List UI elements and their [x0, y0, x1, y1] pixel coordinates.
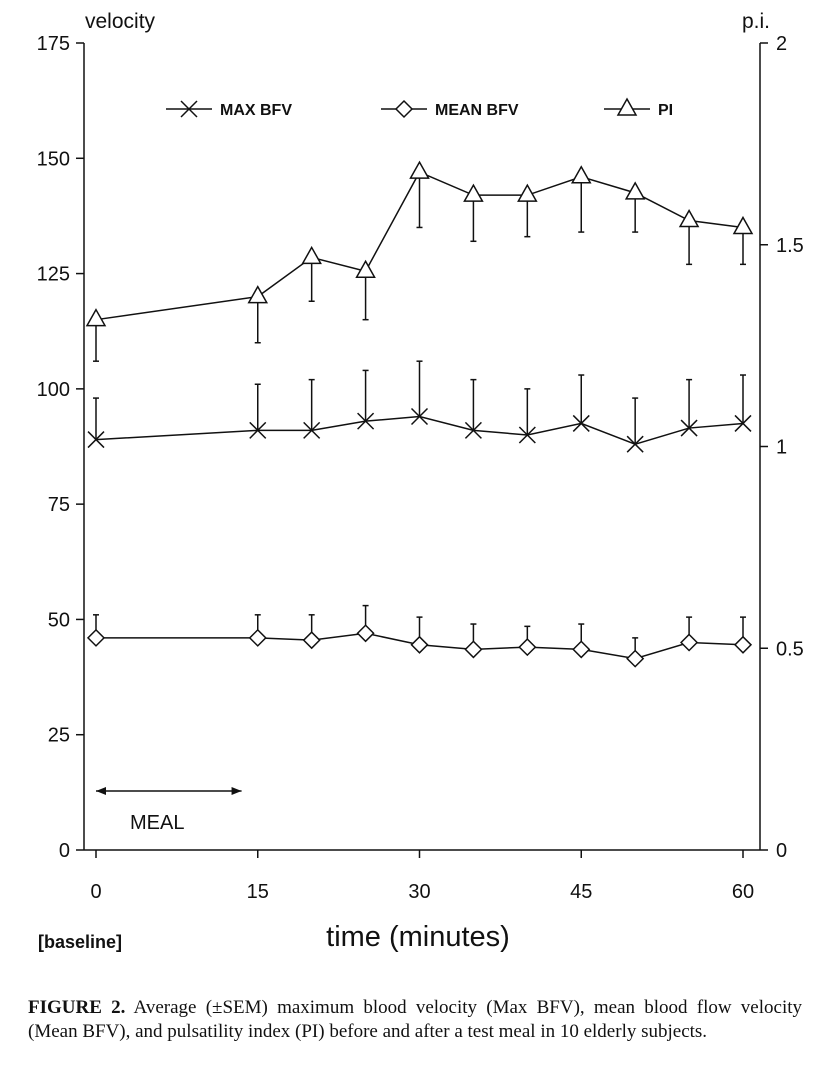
data-point-max-bfv-stroke — [626, 435, 644, 453]
x-tick-label: 15 — [247, 881, 269, 903]
data-point-max-bfv — [626, 435, 644, 453]
data-point-max-bfv-stroke — [680, 419, 698, 437]
data-point-pi — [517, 183, 538, 202]
data-point-pi — [624, 181, 646, 200]
legend-marker-pi — [616, 97, 638, 116]
data-point-max-bfv-stroke — [734, 414, 752, 432]
data-point-mean-bfv — [248, 628, 267, 647]
data-point-mean-bfv — [680, 633, 699, 652]
series-pi — [85, 160, 754, 362]
y-axis-left-title: velocity — [85, 10, 156, 33]
legend-marker-mean-bfv — [394, 99, 414, 119]
data-point-pi — [678, 209, 700, 228]
data-point-pi — [732, 215, 754, 235]
data-point-pi — [355, 259, 376, 279]
y-right-tick-label: 1.5 — [776, 235, 804, 257]
y-axis-right-title: p.i. — [742, 10, 770, 33]
meal-label: MEAL — [130, 812, 184, 834]
series-mean-bfv — [86, 604, 753, 668]
data-point-mean-bfv — [626, 649, 645, 668]
data-point-max-bfv — [518, 426, 536, 444]
y-left-tick-label: 125 — [37, 264, 70, 286]
data-point-pi — [247, 285, 269, 304]
data-point-mean-bfv — [464, 640, 483, 659]
data-point-mean-bfv — [572, 640, 591, 659]
data-point-max-bfv — [249, 421, 267, 439]
y-right-tick-label: 0 — [776, 840, 787, 862]
data-point-mean-bfv — [518, 638, 537, 657]
y-left-tick-label: 175 — [37, 33, 70, 55]
data-point-pi — [301, 245, 322, 265]
y-left-tick-label: 75 — [48, 494, 70, 516]
legend-item-max-bfv: MAX BFV — [166, 100, 292, 119]
data-point-pi — [463, 183, 484, 202]
data-point-max-bfv-stroke — [303, 421, 321, 439]
x-tick-label: 45 — [570, 881, 592, 903]
x-tick-label: 60 — [732, 881, 754, 903]
x-axis-title: time (minutes) — [326, 921, 510, 953]
data-point-mean-bfv — [86, 628, 106, 647]
data-point-pi — [409, 160, 430, 179]
figure-caption: FIGURE 2. Average (±SEM) maximum blood v… — [28, 996, 802, 1044]
legend-marker-max-bfv — [180, 100, 198, 118]
x-axis-baseline-label: [baseline] — [38, 932, 122, 952]
x-tick-label: 0 — [90, 881, 101, 903]
data-point-max-bfv — [464, 421, 482, 439]
data-point-max-bfv — [410, 407, 429, 426]
data-point-pi — [570, 165, 592, 184]
data-point-max-bfv — [357, 412, 375, 430]
caption-text: Average (±SEM) maximum blood velocity (M… — [28, 997, 802, 1042]
data-point-max-bfv-stroke — [249, 421, 267, 439]
y-right-tick-label: 0.5 — [776, 638, 804, 660]
data-point-max-bfv — [303, 421, 321, 439]
y-right-tick-label: 2 — [776, 33, 787, 55]
legend-label-max-bfv: MAX BFV — [220, 102, 292, 119]
y-left-tick-label: 50 — [48, 609, 70, 631]
y-left-tick-label: 100 — [37, 379, 70, 401]
meal-annotation: MEAL — [96, 787, 242, 834]
series-max-bfv — [87, 360, 752, 453]
data-point-mean-bfv — [410, 635, 429, 654]
plot-area: MEAL — [85, 160, 754, 834]
data-point-max-bfv-stroke — [572, 414, 590, 432]
data-point-mean-bfv — [302, 631, 321, 650]
y-left-tick-label: 25 — [48, 725, 70, 747]
data-point-max-bfv — [734, 414, 752, 432]
legend-marker-max-bfv-stroke — [180, 100, 198, 118]
caption-label: FIGURE 2. — [28, 997, 126, 1018]
data-point-mean-bfv — [733, 635, 753, 654]
data-point-pi — [85, 308, 107, 327]
data-point-max-bfv — [680, 419, 698, 437]
chart: 0 25 50 75 100 125 150 175 0 0.5 1 1.5 2 0 15 30 45 60 MA… — [37, 10, 804, 953]
data-point-max-bfv-stroke — [518, 426, 536, 444]
y-left-tick-label: 0 — [59, 840, 70, 862]
legend-item-mean-bfv: MEAN BFV — [381, 99, 519, 119]
data-point-max-bfv-stroke — [410, 407, 429, 426]
meal-arrow-head-right — [231, 787, 242, 795]
meal-arrow-head-left — [96, 787, 106, 795]
data-point-mean-bfv — [356, 624, 375, 643]
data-point-max-bfv-stroke — [357, 412, 375, 430]
legend-label-mean-bfv: MEAN BFV — [435, 102, 519, 119]
series-line-max-bfv — [95, 415, 744, 445]
data-point-max-bfv-stroke — [87, 431, 105, 449]
y-right-tick-label: 1 — [776, 437, 787, 459]
x-tick-label: 30 — [408, 881, 430, 903]
data-point-max-bfv — [572, 414, 590, 432]
data-point-max-bfv — [87, 431, 105, 449]
data-point-max-bfv-stroke — [464, 421, 482, 439]
axes: 0 25 50 75 100 125 150 175 0 0.5 1 1.5 2 0 15 30 45 60 — [37, 33, 804, 903]
legend: MAX BFV MEAN BFV PI — [166, 97, 673, 119]
legend-label-pi: PI — [658, 102, 673, 119]
legend-item-pi: PI — [604, 97, 673, 119]
y-left-tick-label: 150 — [37, 148, 70, 170]
